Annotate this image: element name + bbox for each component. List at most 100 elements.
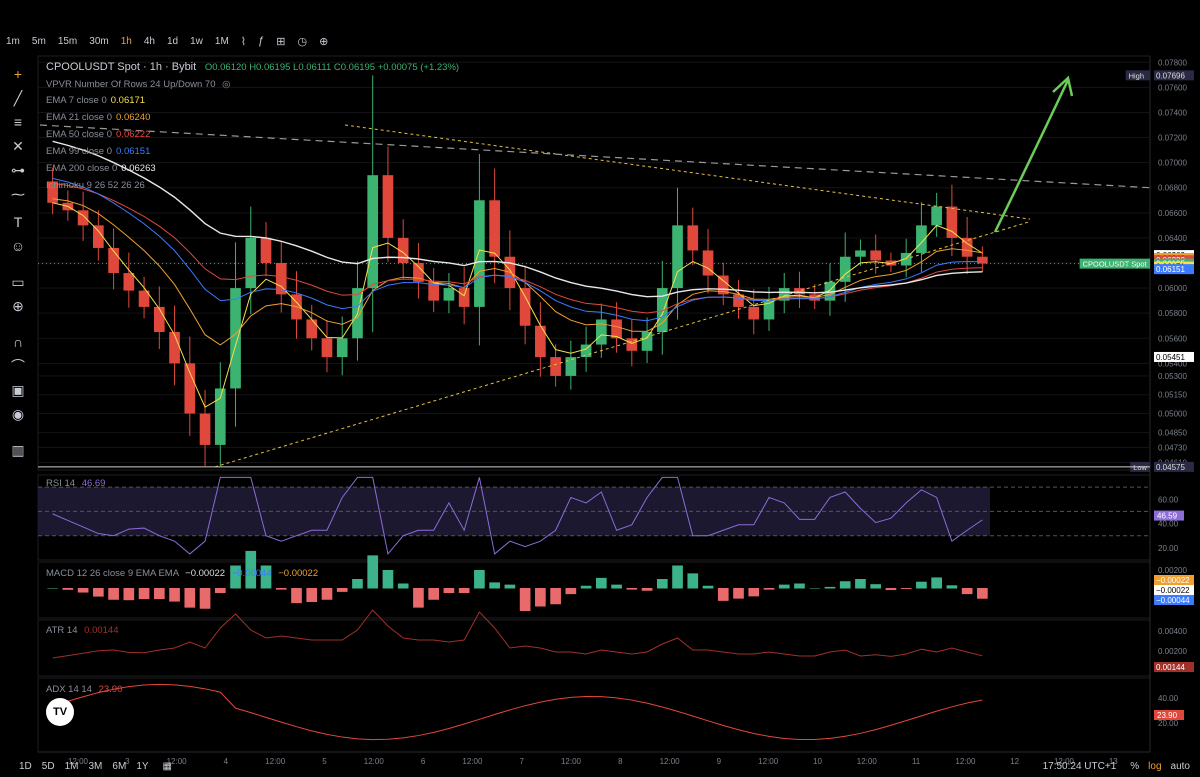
time-tick-label: 6 (421, 757, 426, 766)
candle-body (794, 288, 805, 295)
range-6M[interactable]: 6M (112, 760, 127, 772)
crosshair-icon[interactable]: + (13, 66, 23, 82)
eye-icon[interactable]: ◎ (222, 79, 231, 90)
alert-icon[interactable]: ◷ (297, 35, 308, 48)
percent-toggle[interactable]: % (1130, 760, 1140, 772)
fib-icon[interactable]: ≡ (13, 114, 23, 130)
range-3M[interactable]: 3M (88, 760, 103, 772)
candle-body (153, 306, 165, 332)
range-5D[interactable]: 5D (41, 760, 55, 772)
indicators-icon[interactable]: ƒ (258, 35, 265, 47)
atr-line (52, 609, 983, 659)
time-tick-label: 13 (1109, 757, 1118, 766)
time-tick-label: 12 (1010, 757, 1019, 766)
timeframe-4h[interactable]: 4h (143, 35, 155, 47)
eye-icon[interactable]: ◉ (11, 406, 25, 422)
brush-icon[interactable]: ⁓ (11, 186, 25, 202)
candle-body (961, 237, 973, 257)
candle-body (580, 344, 592, 358)
macd-hist-bar (672, 565, 683, 589)
time-tick-label: 12:00 (167, 757, 188, 766)
ohlc-values: O0.06120 H0.06195 L0.06111 C0.06195 +0.0… (204, 62, 460, 73)
resistance-line (39, 124, 1151, 189)
macd-hist-bar (656, 579, 668, 589)
emoji-icon[interactable]: ☺ (10, 238, 26, 254)
calendar-icon[interactable]: ▦ (162, 760, 172, 772)
timeframe-1d[interactable]: 1d (166, 35, 179, 47)
macd-label-box (1154, 595, 1194, 605)
lock-icon[interactable]: ▣ (11, 382, 25, 398)
time-tick-label: 10 (813, 757, 822, 766)
macd-hist-bar (824, 586, 836, 589)
price-tick-label: 0.05400 (1158, 359, 1187, 368)
time-tick-label: 8 (618, 757, 623, 766)
magnet-icon[interactable]: ∩ (12, 334, 24, 350)
adx-label: ADX 14 14 (46, 684, 92, 695)
candle-body (977, 256, 988, 264)
rsi-line (52, 476, 983, 556)
atr-current: 0.00144 (1156, 663, 1185, 672)
forecast-icon[interactable]: ⊶ (11, 162, 25, 178)
macd-hist-bar (382, 570, 394, 589)
macd-value-1: −0.00022 (185, 568, 226, 579)
log-toggle[interactable]: log (1148, 760, 1162, 772)
time-tick-label: 11 (912, 757, 921, 766)
ema-21-line (52, 198, 983, 346)
text-icon[interactable]: T (13, 214, 23, 230)
lock-drawing-icon[interactable]: ⌒ (11, 358, 25, 374)
time-tick-label: 12:00 (68, 757, 89, 766)
time-tick-label: 12:00 (955, 757, 976, 766)
price-label-box (1154, 70, 1194, 81)
ascending-trendline (214, 221, 1031, 468)
macd-hist-bar (230, 565, 241, 589)
adx-legend: ADX 14 14 23.90 (46, 684, 122, 695)
timeframe-5m[interactable]: 5m (31, 35, 46, 47)
trash-icon[interactable]: ▥ (11, 442, 25, 458)
price-tag-box (1125, 70, 1150, 81)
timeframe-1h[interactable]: 1h (120, 35, 132, 47)
indicator-legend-5: Ichimoku 9 26 52 26 26 (46, 180, 149, 191)
macd-hist-bar (687, 573, 699, 589)
range-1D[interactable]: 1D (19, 760, 32, 772)
chart-type-icon[interactable]: ⌇ (240, 35, 247, 48)
timeframe-1M[interactable]: 1M (214, 35, 229, 47)
range-1Y[interactable]: 1Y (136, 760, 149, 772)
add-icon[interactable]: ⊕ (319, 35, 329, 48)
macd-hist-bar (977, 588, 988, 599)
indicator-legend-3: EMA 99 close 0 0.06151 (46, 146, 150, 157)
candle-body (47, 181, 58, 203)
macd-hist-bar (352, 579, 363, 589)
macd-label: −0.00044 (1156, 596, 1190, 605)
indicator-legend-4: EMA 200 close 0 0.06263 (46, 163, 156, 174)
templates-icon[interactable]: ⊞ (276, 35, 286, 48)
macd-legend: MACD 12 26 close 9 EMA EMA −0.00022 −0.0… (46, 568, 318, 579)
candle-body (321, 338, 333, 358)
auto-toggle[interactable]: auto (1170, 760, 1190, 772)
ruler-icon[interactable]: ▭ (11, 274, 25, 290)
rsi-tick: 40.00 (1158, 520, 1179, 529)
time-tick-label: 12:00 (462, 757, 483, 766)
candle-body (535, 325, 546, 358)
pattern-icon[interactable]: ✕ (12, 138, 24, 154)
macd-hist-bar (291, 588, 302, 604)
trendline-icon[interactable]: ╱ (13, 90, 23, 106)
zoom-icon[interactable]: ⊕ (12, 298, 24, 314)
timeframe-30m[interactable]: 30m (89, 35, 109, 47)
macd-hist-bar (169, 588, 180, 602)
macd-hist-bar (428, 588, 440, 600)
range-1M[interactable]: 1M (64, 760, 79, 772)
indicator-value: 0.06263 (121, 163, 156, 174)
adx-current: 23.90 (1157, 711, 1178, 720)
timeframe-1m[interactable]: 1m (6, 35, 20, 47)
candle-body (93, 225, 104, 248)
indicator-label: EMA 50 close 0 (46, 129, 113, 140)
rsi-current: 46.59 (1157, 512, 1178, 521)
ema-200-line (52, 140, 983, 298)
timeframe-15m[interactable]: 15m (57, 35, 78, 47)
ema-7-line (52, 202, 983, 408)
price-tick-label: 0.05300 (1158, 372, 1187, 381)
candle-body (336, 338, 348, 358)
timeframe-1w[interactable]: 1w (190, 35, 203, 47)
time-tick-label: 5 (322, 757, 327, 766)
